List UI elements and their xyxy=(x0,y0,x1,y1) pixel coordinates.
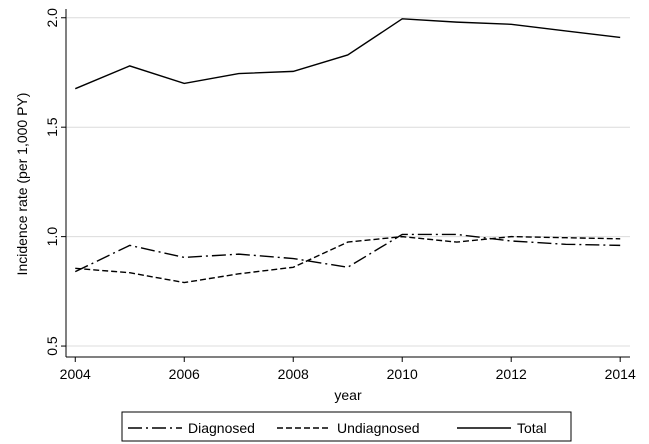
x-tick-label: 2010 xyxy=(387,366,418,382)
legend-label: Diagnosed xyxy=(188,420,255,436)
legend-label: Undiagnosed xyxy=(337,420,420,436)
x-tick-label: 2014 xyxy=(605,366,636,382)
x-tick-label: 2006 xyxy=(169,366,200,382)
y-tick-label: 1.0 xyxy=(44,227,60,247)
line-series xyxy=(74,18,621,90)
x-tick-label: 2008 xyxy=(278,366,309,382)
legend-box xyxy=(121,411,572,442)
legend-label: Total xyxy=(517,420,547,436)
y-tick-label: 0.5 xyxy=(44,336,60,356)
x-tick-label: 2004 xyxy=(60,366,91,382)
y-tick-label: 2.0 xyxy=(44,8,60,28)
line-series xyxy=(75,235,621,284)
x-tick-label: 2012 xyxy=(496,366,527,382)
y-axis-label: Incidence rate (per 1,000 PY) xyxy=(14,93,30,276)
line-series xyxy=(74,233,621,273)
x-axis-label: year xyxy=(334,387,362,403)
y-tick-label: 1.5 xyxy=(44,117,60,137)
